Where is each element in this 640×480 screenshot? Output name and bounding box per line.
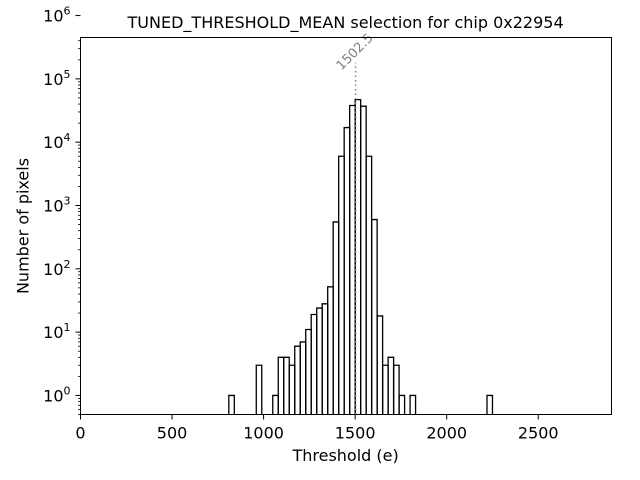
x-tick-label: 0 [75, 424, 85, 443]
chart-title: TUNED_THRESHOLD_MEAN selection for chip … [127, 13, 564, 33]
histogram-bin [486, 394, 494, 415]
plot-area: 1502.50 500 1000 1500 2000 250010010110210310… [43, 5, 612, 443]
histogram-bin [392, 364, 400, 415]
y-tick-label: 101 [43, 321, 70, 342]
x-tick-label: 500 [157, 424, 188, 443]
histogram-bin [255, 364, 263, 415]
y-tick-label: 102 [43, 258, 70, 279]
y-tick-label: 103 [43, 194, 70, 215]
x-tick-label: 2000 [426, 424, 467, 443]
histogram-bin [409, 394, 417, 415]
x-tick-label: 2500 [518, 424, 559, 443]
y-tick-label: 100 [43, 384, 70, 405]
histogram-bin [228, 394, 235, 415]
y-axis-label: Number of pixels [14, 158, 33, 294]
x-axis-label: Threshold (e) [291, 446, 398, 465]
x-tick-label: 1500 [335, 424, 376, 443]
y-tick-label: 106 [43, 5, 70, 26]
histogram-bin [398, 394, 406, 415]
x-tick-label: 1000 [243, 424, 284, 443]
plot-frame [80, 37, 612, 415]
y-tick-label: 105 [43, 68, 70, 89]
y-tick-label: 104 [43, 131, 70, 152]
